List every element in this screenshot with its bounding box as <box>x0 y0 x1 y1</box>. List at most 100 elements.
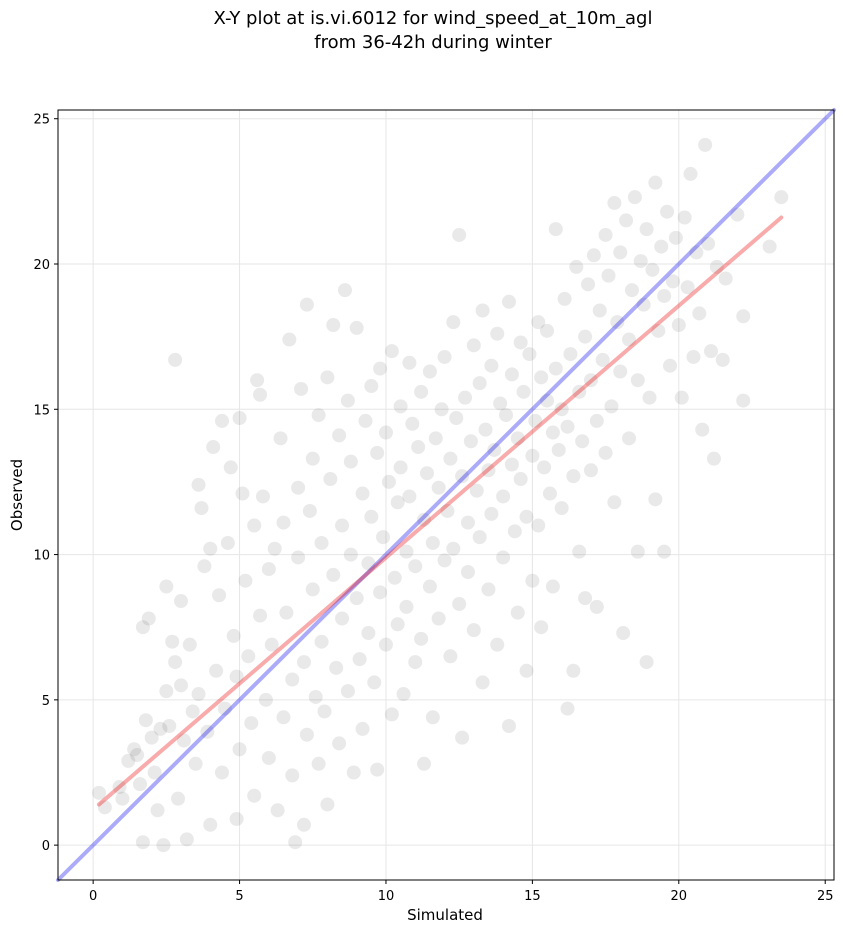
reference-lines <box>56 108 836 882</box>
data-point <box>285 672 300 687</box>
data-point <box>540 323 555 338</box>
plot-frame <box>57 109 835 881</box>
data-point <box>91 785 106 800</box>
data-point <box>475 303 490 318</box>
x-tick-label: 0 <box>89 889 97 904</box>
data-point <box>657 544 672 559</box>
data-point <box>384 707 399 722</box>
data-point <box>692 306 707 321</box>
data-point <box>639 655 654 670</box>
data-point <box>425 710 440 725</box>
data-point <box>446 315 461 330</box>
data-point <box>370 445 385 460</box>
data-point <box>622 332 637 347</box>
data-point <box>648 175 663 190</box>
data-point <box>115 791 130 806</box>
data-point <box>671 318 686 333</box>
data-point <box>241 649 256 664</box>
data-point <box>358 413 373 428</box>
data-point <box>504 457 519 472</box>
data-point <box>335 611 350 626</box>
data-point <box>460 515 475 530</box>
data-point <box>308 689 323 704</box>
data-point <box>566 469 581 484</box>
data-point <box>173 594 188 609</box>
data-point <box>443 649 458 664</box>
data-point <box>510 431 525 446</box>
data-point <box>311 408 326 423</box>
data-point <box>191 687 206 702</box>
data-point <box>452 227 467 242</box>
data-point <box>651 323 666 338</box>
data-point <box>141 611 156 626</box>
data-point <box>648 492 663 507</box>
data-point <box>206 440 221 455</box>
data-point <box>472 530 487 545</box>
data-point <box>165 634 180 649</box>
data-point <box>665 274 680 289</box>
data-point <box>302 503 317 518</box>
data-point <box>393 399 408 414</box>
data-point <box>329 660 344 675</box>
data-point <box>332 736 347 751</box>
data-point <box>531 315 546 330</box>
data-point <box>578 329 593 344</box>
data-point <box>645 262 660 277</box>
data-point <box>370 762 385 777</box>
data-point <box>540 393 555 408</box>
data-point <box>288 835 303 850</box>
data-point <box>417 756 432 771</box>
data-point <box>378 637 393 652</box>
data-point <box>440 503 455 518</box>
data-point <box>326 567 341 582</box>
data-point <box>481 463 496 478</box>
data-point <box>214 413 229 428</box>
data-point <box>390 495 405 510</box>
data-point <box>253 387 268 402</box>
data-point <box>586 248 601 263</box>
data-point <box>624 283 639 298</box>
data-point <box>97 800 112 815</box>
data-point <box>279 605 294 620</box>
data-point <box>698 137 713 152</box>
data-point <box>680 280 695 295</box>
data-point <box>326 318 341 333</box>
data-point <box>361 556 376 571</box>
data-point <box>314 634 329 649</box>
data-point <box>352 652 367 667</box>
data-point <box>595 352 610 367</box>
data-point <box>689 245 704 260</box>
data-point <box>247 788 262 803</box>
data-point <box>654 239 669 254</box>
data-point <box>176 733 191 748</box>
data-point <box>355 721 370 736</box>
y-tick-label: 10 <box>33 549 50 564</box>
data-point <box>592 303 607 318</box>
data-point <box>387 570 402 585</box>
data-point <box>179 832 194 847</box>
data-point <box>736 393 751 408</box>
data-point <box>443 451 458 466</box>
data-point <box>437 349 452 364</box>
data-point <box>686 349 701 364</box>
data-point <box>548 222 563 237</box>
data-point <box>376 530 391 545</box>
data-point <box>493 396 508 411</box>
data-point <box>229 669 244 684</box>
data-point <box>730 207 745 222</box>
data-point <box>619 213 634 228</box>
data-point <box>299 727 314 742</box>
data-point <box>217 701 232 716</box>
data-point <box>159 579 174 594</box>
data-point <box>613 245 628 260</box>
data-point <box>343 454 358 469</box>
data-point <box>537 460 552 475</box>
data-point <box>431 480 446 495</box>
data-point <box>437 553 452 568</box>
data-point <box>340 393 355 408</box>
data-point <box>411 440 426 455</box>
one-to-one-line <box>56 108 836 882</box>
data-point <box>534 620 549 635</box>
data-point <box>478 422 493 437</box>
data-point <box>229 811 244 826</box>
